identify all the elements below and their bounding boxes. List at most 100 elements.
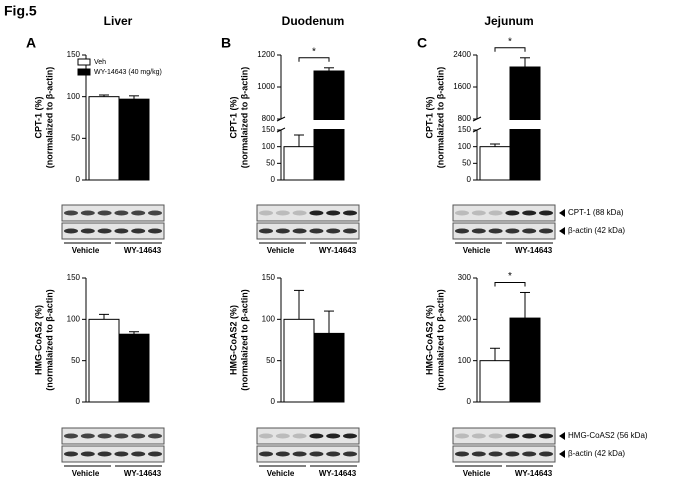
- group-label: WY-14643: [124, 469, 162, 478]
- blot-band: [114, 451, 129, 457]
- y-axis-label: (normalaized to β-actin): [239, 67, 249, 169]
- blot-band: [97, 210, 112, 216]
- y-tick-label: 50: [71, 133, 80, 142]
- y-axis-label: CPT-1 (%): [228, 96, 238, 138]
- bar: [88, 96, 120, 181]
- group-label: Vehicle: [267, 246, 295, 255]
- blot-band: [292, 451, 307, 457]
- blot: [61, 222, 165, 240]
- blot-band: [97, 451, 112, 457]
- panel-letter: A: [26, 35, 36, 51]
- break-mark: [472, 127, 482, 133]
- legend-label: WY-14643 (40 mg/kg): [94, 69, 162, 76]
- bar: [479, 146, 511, 181]
- blot: [452, 445, 556, 463]
- blot-label: β-actin (42 kDa): [568, 226, 625, 235]
- blot-arrow: [559, 450, 565, 458]
- group-label: WY-14643: [515, 246, 553, 255]
- blot: [256, 427, 360, 445]
- y-tick-label: 150: [262, 125, 276, 134]
- blot-band: [522, 210, 537, 216]
- y-axis-label: HMG-CoAS2 (%): [33, 305, 43, 375]
- blot-band: [275, 451, 290, 457]
- axis-break-gap: [275, 120, 345, 129]
- blot-band: [309, 210, 324, 216]
- group-label: Vehicle: [267, 469, 295, 478]
- blot-band: [275, 210, 290, 216]
- blot-band: [488, 433, 503, 439]
- panel-title: Jejunum: [484, 14, 533, 28]
- blot-arrow: [559, 209, 565, 217]
- blot-band: [275, 433, 290, 439]
- blot-band: [455, 210, 469, 216]
- blot-band: [505, 228, 520, 234]
- blot: [61, 445, 165, 463]
- blot-band: [292, 433, 307, 439]
- y-tick-label: 100: [67, 92, 81, 101]
- y-tick-label: 1000: [257, 82, 275, 91]
- group-label: Vehicle: [463, 469, 491, 478]
- blot: [256, 445, 360, 463]
- blot-band: [259, 433, 273, 439]
- group-label: Vehicle: [72, 246, 100, 255]
- y-axis-label: (normalaized to β-actin): [44, 67, 54, 169]
- axis-break-gap: [471, 120, 541, 129]
- blot-band: [114, 228, 129, 234]
- blot: [452, 222, 556, 240]
- y-tick-label: 200: [458, 314, 472, 323]
- blot-band: [80, 210, 95, 216]
- blot-band: [505, 451, 520, 457]
- figure-title: Fig.5: [4, 3, 37, 19]
- blot-band: [259, 210, 273, 216]
- y-tick-label: 50: [266, 356, 275, 365]
- legend-label: Veh: [94, 59, 106, 66]
- blot-band: [309, 228, 324, 234]
- blot-band: [148, 228, 162, 234]
- blot-band: [343, 433, 357, 439]
- blot-band: [539, 433, 553, 439]
- y-tick-label: 300: [458, 273, 472, 282]
- blot: [61, 204, 165, 222]
- blot-band: [539, 228, 553, 234]
- panel-title: Liver: [104, 14, 133, 28]
- blot-band: [292, 210, 307, 216]
- y-tick-label: 0: [467, 175, 472, 184]
- y-tick-label: 100: [67, 314, 81, 323]
- y-tick-label: 100: [262, 142, 276, 151]
- blot-band: [64, 433, 78, 439]
- y-axis-label: CPT-1 (%): [33, 96, 43, 138]
- y-tick-label: 0: [76, 397, 81, 406]
- blot-band: [522, 228, 537, 234]
- y-tick-label: 50: [71, 356, 80, 365]
- blot-label: HMG-CoAS2 (56 kDa): [568, 431, 648, 440]
- blot-band: [131, 451, 146, 457]
- y-tick-label: 0: [271, 397, 276, 406]
- blot-band: [148, 210, 162, 216]
- blot-band: [343, 210, 357, 216]
- blot-band: [455, 451, 469, 457]
- blot-band: [292, 228, 307, 234]
- blot-band: [64, 210, 78, 216]
- blot-band: [326, 210, 341, 216]
- significance-bracket: [494, 47, 526, 52]
- bar: [118, 98, 150, 181]
- panel-letter: C: [417, 35, 427, 51]
- blot-band: [131, 210, 146, 216]
- y-axis-label: (normalaized to β-actin): [44, 289, 54, 391]
- group-label: WY-14643: [124, 246, 162, 255]
- y-tick-label: 100: [458, 142, 472, 151]
- blot-band: [343, 451, 357, 457]
- blot-band: [309, 451, 324, 457]
- blot: [256, 204, 360, 222]
- y-tick-label: 50: [462, 158, 471, 167]
- legend-swatch: [77, 58, 91, 66]
- y-tick-label: 2400: [453, 50, 471, 59]
- blot-arrow: [559, 432, 565, 440]
- blot-band: [148, 451, 162, 457]
- y-tick-label: 1600: [453, 82, 471, 91]
- bar: [118, 333, 150, 403]
- y-axis-label: HMG-CoAS2 (%): [424, 305, 434, 375]
- blot-band: [539, 210, 553, 216]
- y-tick-label: 1200: [257, 50, 275, 59]
- break-mark: [276, 127, 286, 133]
